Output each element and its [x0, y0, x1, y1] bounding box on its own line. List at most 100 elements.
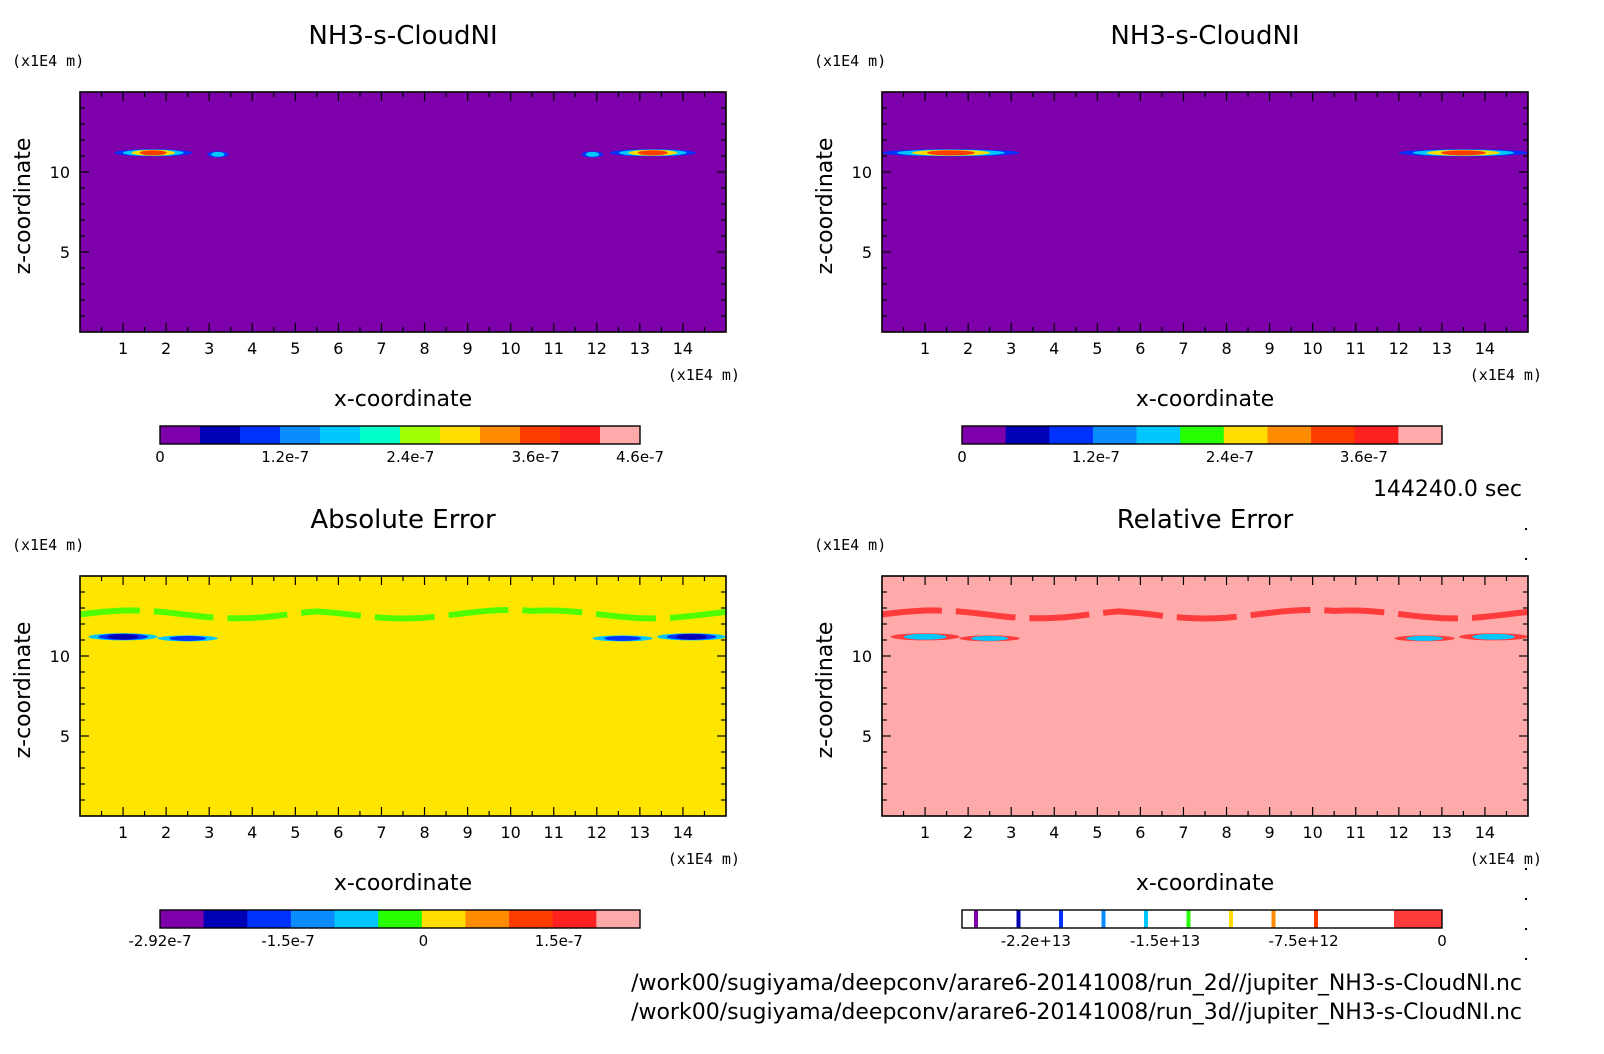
colorbar-segment — [160, 910, 205, 928]
x-tick-label: 7 — [376, 823, 386, 842]
x-tick-label: 5 — [290, 339, 300, 358]
cloud-feature — [1459, 633, 1528, 641]
colorbar-label: 0 — [957, 448, 967, 466]
edge-dot — [1525, 528, 1527, 530]
error-band — [80, 606, 726, 622]
x-tick-label: 11 — [1346, 339, 1366, 358]
edge-dot — [1525, 868, 1527, 870]
x-tick-label: 8 — [1221, 339, 1231, 358]
x-tick-label: 7 — [376, 339, 386, 358]
colorbar-segment — [1314, 910, 1318, 928]
contour-level — [1406, 635, 1444, 641]
colorbar: 0 1.2e-7 2.4e-7 3.6e-7 4.6e-7 — [155, 425, 664, 466]
colorbar-segment — [1136, 426, 1181, 444]
y-tick-label: 5 — [60, 243, 70, 262]
x-tick-label: 9 — [1265, 823, 1275, 842]
cloud-feature — [1398, 149, 1528, 157]
colorbar-segment — [200, 426, 241, 444]
x-tick-label: 6 — [1135, 339, 1145, 358]
plot-title: Absolute Error — [310, 505, 496, 535]
x-tick-label: 7 — [1178, 823, 1188, 842]
time-label: 144240.0 sec — [1373, 477, 1522, 502]
cloud-feature — [592, 635, 653, 642]
x-tick-label: 2 — [963, 823, 973, 842]
edge-dot — [1525, 558, 1527, 560]
colorbar-segment — [378, 910, 423, 928]
panel-2: Absolute Error(x1E4 m)(x1E4 m)1 2 3 4 5 6 7 8 9 1… — [11, 505, 740, 950]
contour-level — [971, 635, 1009, 641]
x-tick-label: 12 — [587, 339, 607, 358]
contour-level — [169, 635, 207, 641]
colorbar-segment — [1394, 910, 1442, 928]
y-axis-label: z-coordinate — [813, 622, 838, 759]
colorbar-segment — [240, 426, 281, 444]
colorbar-segment — [280, 426, 321, 444]
y-tick-label: 5 — [862, 727, 872, 746]
contour-level — [676, 634, 707, 640]
contour-level — [1472, 633, 1515, 640]
colorbar-segment — [1186, 910, 1191, 928]
x-tick-label: 5 — [1092, 339, 1102, 358]
x-tick-label: 5 — [290, 823, 300, 842]
cloud-feature — [114, 149, 192, 157]
colorbar-segment — [962, 910, 1442, 928]
y-tick-label: 10 — [50, 647, 70, 666]
colorbar: 0 1.2e-7 2.4e-7 3.6e-7 — [957, 425, 1443, 466]
colorbar-segment — [440, 426, 481, 444]
colorbar-segment — [203, 910, 248, 928]
x-tick-label: 5 — [1092, 823, 1102, 842]
colorbar-segment — [552, 910, 597, 928]
x-tick-label: 6 — [333, 823, 343, 842]
colorbar-segment — [290, 910, 336, 928]
colorbar-frame — [961, 909, 1443, 929]
x-tick-label: 14 — [673, 823, 693, 842]
band-line — [80, 606, 726, 622]
x-tick-label: 12 — [1389, 823, 1409, 842]
x-tick-label: 8 — [419, 339, 429, 358]
colorbar-segment — [334, 910, 379, 928]
x-tick-label: 3 — [204, 339, 214, 358]
cloud-feature — [157, 635, 218, 642]
x-tick-label: 3 — [1006, 339, 1016, 358]
x-tick-label: 8 — [419, 823, 429, 842]
x-tick-label: 10 — [1302, 339, 1322, 358]
y-unit-label: (x1E4 m) — [12, 536, 84, 554]
x-tick-label: 9 — [463, 339, 473, 358]
cloud-feature — [882, 149, 1020, 157]
y-tick-label: 5 — [60, 727, 70, 746]
colorbar-label: 4.6e-7 — [616, 448, 664, 466]
x-tick-label: 3 — [204, 823, 214, 842]
x-tick-label: 7 — [1178, 339, 1188, 358]
x-tick-label: 2 — [161, 339, 171, 358]
x-axis-label: x-coordinate — [334, 387, 472, 412]
colorbar-frame — [159, 425, 641, 445]
colorbar-segment — [1398, 426, 1443, 444]
contour-level — [139, 150, 167, 156]
x-tick-label: 10 — [500, 339, 520, 358]
x-tick-label: 4 — [247, 823, 257, 842]
colorbar-segment — [1223, 426, 1268, 444]
panel-3: Relative Error(x1E4 m)(x1E4 m)1 2 3 4 5 6 7 8 9 1… — [813, 505, 1542, 950]
colorbar-label: 0 — [1437, 932, 1447, 950]
cloud-feature — [88, 633, 158, 641]
file-path-2d: /work00/sugiyama/deepconv/arare6-2014100… — [631, 971, 1522, 996]
colorbar-segment — [1101, 910, 1106, 928]
tick-marks — [80, 576, 726, 816]
edge-dot — [1525, 928, 1527, 930]
y-axis-label: z-coordinate — [813, 138, 838, 275]
x-tick-label: 1 — [920, 823, 930, 842]
colorbar-frame — [159, 909, 641, 929]
colorbar-segment — [596, 910, 641, 928]
x-tick-label: 6 — [1135, 823, 1145, 842]
plot-content — [882, 606, 1528, 642]
x-tick-label: 4 — [1049, 823, 1059, 842]
y-unit-label: (x1E4 m) — [814, 536, 886, 554]
colorbar-segment — [400, 426, 441, 444]
plot-content — [80, 606, 726, 642]
x-axis-label: x-coordinate — [1136, 871, 1274, 896]
edge-dot — [1525, 898, 1527, 900]
colorbar-segment — [520, 426, 561, 444]
colorbar-segment — [962, 426, 1007, 444]
x-tick-label: 3 — [1006, 823, 1016, 842]
x-tick-label: 8 — [1221, 823, 1231, 842]
